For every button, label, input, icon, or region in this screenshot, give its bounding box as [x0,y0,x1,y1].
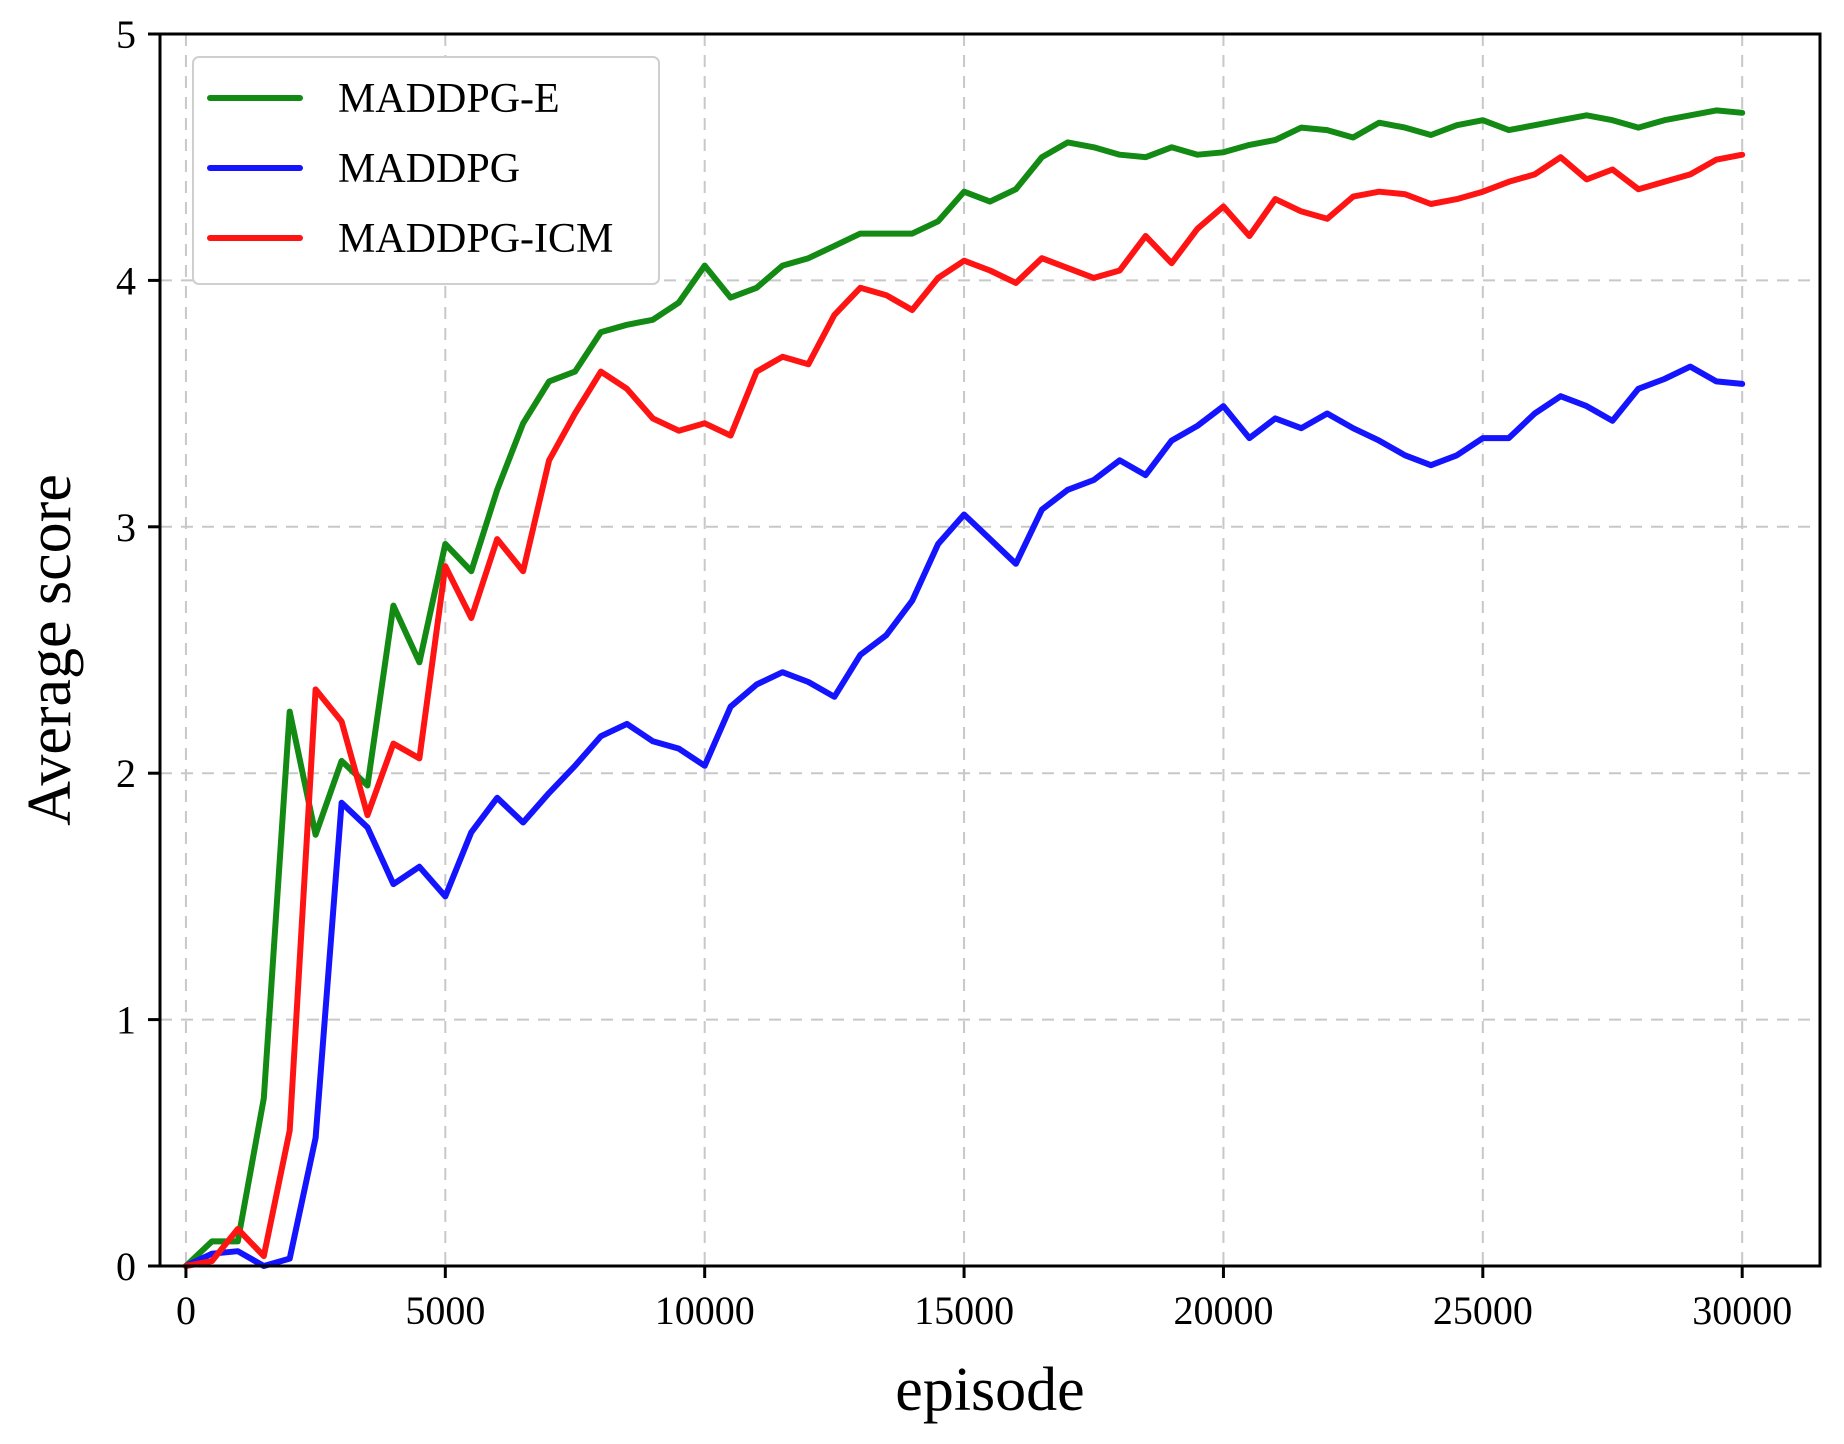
series-lines [182,107,1746,1269]
y-tick-label: 0 [116,1244,136,1289]
legend: MADDPG-E MADDPG MADDPG-ICM [192,56,660,285]
axis-ticks: 0 5000 10000 15000 20000 25000 30000 0 1 2 3 4 5 [116,12,1792,1333]
y-tick-label: 1 [116,998,136,1043]
x-tick-label: 30000 [1692,1288,1792,1333]
x-tick-label: 0 [176,1288,196,1333]
legend-box [192,56,660,285]
series-line-maddpg-icm [182,151,1746,1269]
y-axis-title: Average score [16,474,84,826]
plot-frame [158,32,1822,1268]
x-tick-label: 25000 [1433,1288,1533,1333]
x-tick-label: 10000 [655,1288,755,1333]
series-line-maddpg-e [182,107,1746,1269]
legend-label-maddpg: MADDPG [338,146,520,192]
y-tick-label: 4 [116,258,136,303]
legend-label-maddpg-e: MADDPG-E [338,76,560,122]
y-tick-label: 5 [116,12,136,57]
x-axis-title: episode [895,1356,1084,1424]
x-tick-label: 5000 [405,1288,485,1333]
series-line-maddpg [182,363,1746,1269]
x-tick-label: 15000 [914,1288,1014,1333]
y-tick-label: 3 [116,505,136,550]
legend-label-maddpg-icm: MADDPG-ICM [338,216,613,262]
x-tick-label: 20000 [1173,1288,1273,1333]
y-tick-label: 2 [116,751,136,796]
